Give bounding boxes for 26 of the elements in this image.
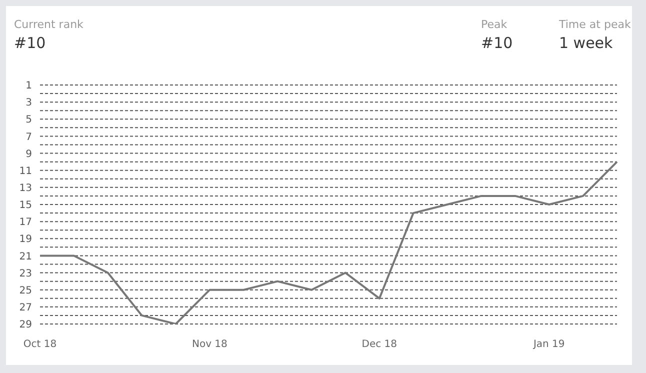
text: #10 [481,34,513,52]
x-tick-label: Oct 18 [23,339,57,350]
y-tick-label: 1 [26,80,32,92]
y-tick-label: 23 [19,268,32,280]
y-tick-label: 3 [26,98,32,109]
y-tick-label: 21 [19,251,32,262]
y-tick-label: 17 [19,217,32,228]
y-tick-label: 7 [26,132,32,143]
x-tick-label: Nov 18 [192,339,228,350]
text: Time at peak [559,18,631,31]
y-tick-label: 29 [19,320,32,331]
y-tick-label: 27 [19,302,32,314]
y-tick-label: 13 [19,182,32,194]
text: 1 week [559,34,614,52]
y-tick-label: 25 [19,285,32,296]
text: #10 [14,34,47,52]
y-tick-label: 15 [19,200,32,212]
text: Peak [481,18,508,31]
y-tick-label: 9 [26,148,32,160]
y-tick-label: 11 [19,166,32,177]
x-tick-label: Dec 18 [362,339,398,350]
y-tick-label: 19 [19,234,32,246]
y-tick-label: 5 [26,114,32,126]
line-series [39,160,618,324]
text: Current rank [14,18,84,31]
x-tick-label: Jan 19 [532,339,565,350]
